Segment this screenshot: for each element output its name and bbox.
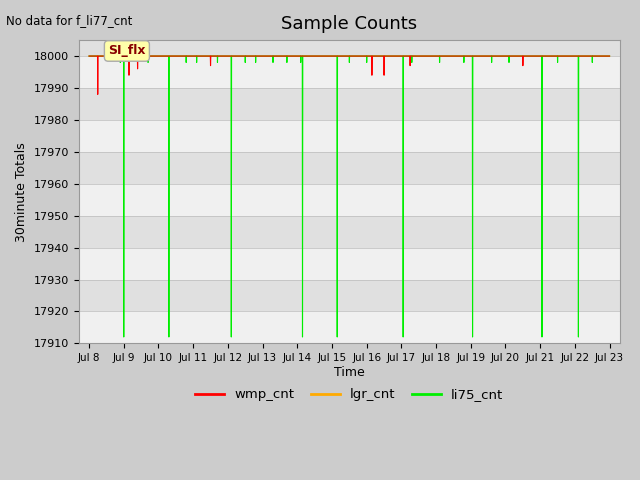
- Text: SI_flx: SI_flx: [108, 45, 146, 58]
- Bar: [79, 56, 620, 88]
- Bar: [79, 312, 620, 343]
- Y-axis label: 30minute Totals: 30minute Totals: [15, 142, 28, 241]
- Legend: wmp_cnt, lgr_cnt, li75_cnt: wmp_cnt, lgr_cnt, li75_cnt: [190, 383, 509, 407]
- Bar: [79, 120, 620, 152]
- X-axis label: Time: Time: [334, 366, 365, 379]
- Bar: [79, 184, 620, 216]
- Text: No data for f_li77_cnt: No data for f_li77_cnt: [6, 14, 132, 27]
- Title: Sample Counts: Sample Counts: [281, 15, 417, 33]
- Bar: [79, 248, 620, 279]
